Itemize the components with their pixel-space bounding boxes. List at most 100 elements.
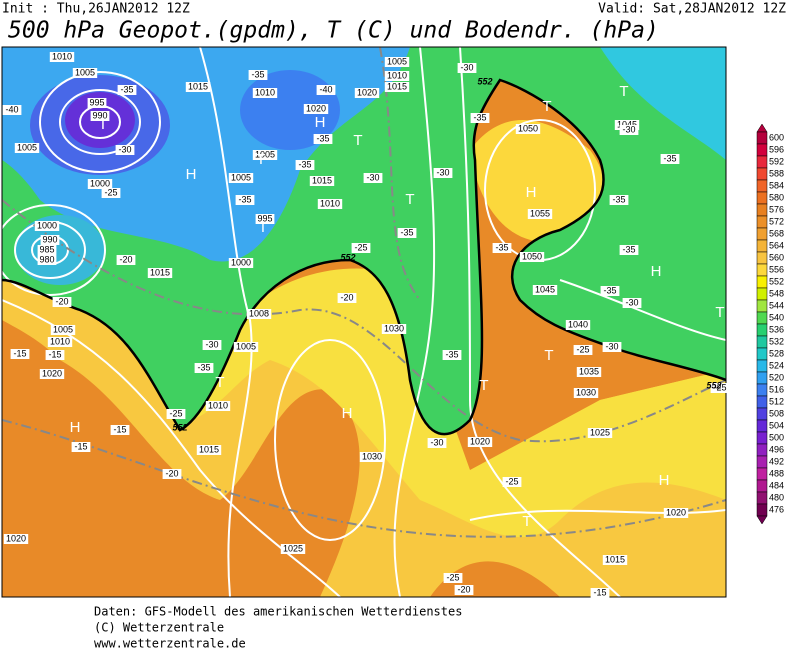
colorbar-cell xyxy=(756,431,768,445)
colorbar-cell xyxy=(756,467,768,481)
pressure-label: 1010 xyxy=(320,198,340,208)
label-box xyxy=(87,98,107,108)
label-box xyxy=(110,425,130,435)
label-box xyxy=(252,150,278,160)
colorbar-cell xyxy=(756,263,768,277)
colorbar-cell xyxy=(756,335,768,349)
footer-line: www.wetterzentrale.de xyxy=(94,637,246,648)
pressure-label: 1015 xyxy=(312,175,332,185)
pressure-label: -35 xyxy=(603,285,616,295)
pressure-center: T xyxy=(98,116,107,133)
label-box xyxy=(116,255,136,265)
pressure-label: 1055 xyxy=(530,208,550,218)
label-box xyxy=(2,105,22,115)
colorbar-label: 580 xyxy=(769,192,784,202)
pressure-label: -15 xyxy=(13,348,26,358)
pressure-label: 1015 xyxy=(188,81,208,91)
pressure-label: 995 xyxy=(89,97,104,107)
colorbar-label: 588 xyxy=(769,168,784,178)
pressure-label: 1005 xyxy=(255,149,275,159)
label-box xyxy=(622,298,642,308)
pressure-label: 1000 xyxy=(37,220,57,230)
pressure-label: -25 xyxy=(169,408,182,418)
pressure-center: T xyxy=(479,377,488,394)
pressure-label: -15 xyxy=(48,349,61,359)
label-box xyxy=(381,324,407,334)
pressure-label: 1035 xyxy=(579,366,599,376)
pressure-label: -35 xyxy=(612,194,625,204)
pressure-label: 1010 xyxy=(387,70,407,80)
label-box xyxy=(602,342,622,352)
pressure-label: 1000 xyxy=(231,257,251,267)
pressure-label: -35 xyxy=(663,153,676,163)
label-box xyxy=(532,285,558,295)
label-box xyxy=(3,534,29,544)
label-box xyxy=(663,508,689,518)
pressure-label: -30 xyxy=(625,297,638,307)
label-box xyxy=(397,228,417,238)
label-box xyxy=(228,173,254,183)
pressure-label: 995 xyxy=(257,213,272,223)
colorbar-label: 500 xyxy=(769,432,784,442)
colorbar-label: 528 xyxy=(769,348,784,358)
colorbar-cell xyxy=(756,179,768,193)
pressure-label: 1045 xyxy=(617,119,637,129)
colorbar-cell xyxy=(756,491,768,505)
pressure-center: T xyxy=(258,219,267,236)
pressure-label: -30 xyxy=(460,62,473,72)
pressure-center: H xyxy=(651,263,662,280)
colorbar-cap xyxy=(756,123,768,133)
pressure-label: -25 xyxy=(354,242,367,252)
label-box xyxy=(565,320,591,330)
label-box xyxy=(50,325,76,335)
pressure-center: H xyxy=(659,472,670,489)
pressure-label: -35 xyxy=(316,133,329,143)
pressure-label: -20 xyxy=(457,584,470,594)
colorbar-label: 520 xyxy=(769,372,784,382)
pressure-label: 1005 xyxy=(53,324,73,334)
label-box xyxy=(37,255,57,265)
label-box xyxy=(147,268,173,278)
colorbar-cell xyxy=(756,167,768,181)
footer-line: Daten: GFS-Modell des amerikanischen Wet… xyxy=(94,605,462,619)
isoline-label: 552 xyxy=(706,380,721,390)
label-box xyxy=(235,195,255,205)
colorbar-cell xyxy=(756,131,768,145)
label-box xyxy=(587,428,613,438)
pressure-label: -30 xyxy=(622,124,635,134)
label-box xyxy=(660,154,680,164)
label-box xyxy=(515,124,541,134)
pressure-label: 1010 xyxy=(255,87,275,97)
colorbar-label: 512 xyxy=(769,396,784,406)
label-box xyxy=(710,383,730,393)
pressure-label: -40 xyxy=(319,84,332,94)
label-box xyxy=(166,409,186,419)
pressure-label: -40 xyxy=(5,104,18,114)
colorbar-cell xyxy=(756,311,768,325)
pressure-label: 1005 xyxy=(387,56,407,66)
pressure-label: -25 xyxy=(576,344,589,354)
label-box xyxy=(600,286,620,296)
pressure-label: 1015 xyxy=(605,554,625,564)
label-box xyxy=(609,195,629,205)
colorbar-label: 524 xyxy=(769,360,784,370)
label-box xyxy=(470,113,490,123)
pressure-label: 1030 xyxy=(384,323,404,333)
pressure-label: -25 xyxy=(104,187,117,197)
label-box xyxy=(233,342,259,352)
label-box xyxy=(252,88,278,98)
label-box xyxy=(295,160,315,170)
label-box xyxy=(519,252,545,262)
colorbar-cell xyxy=(756,347,768,361)
label-box xyxy=(443,573,463,583)
footer-line: (C) Wetterzentrale xyxy=(94,621,224,635)
pressure-label: -20 xyxy=(55,296,68,306)
pressure-label: -35 xyxy=(400,227,413,237)
pressure-label: 1015 xyxy=(150,267,170,277)
colorbar-label: 488 xyxy=(769,468,784,478)
pressure-label: 980 xyxy=(39,254,54,264)
pressure-label: 1008 xyxy=(249,308,269,318)
label-box xyxy=(115,145,135,155)
pressure-label: 1005 xyxy=(236,341,256,351)
